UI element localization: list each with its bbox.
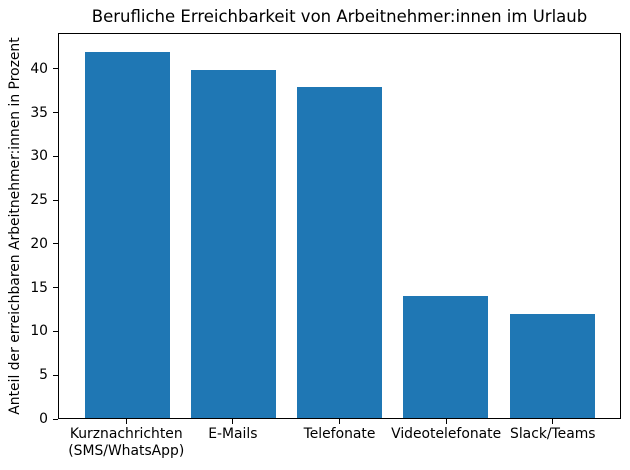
x-tick-mark bbox=[552, 419, 554, 424]
plot-area bbox=[58, 33, 621, 419]
bar bbox=[297, 87, 382, 418]
x-tick-label: Telefonate bbox=[303, 426, 376, 442]
bar bbox=[84, 52, 170, 418]
chart-title: Berufliche Erreichbarkeit von Arbeitnehm… bbox=[91, 7, 588, 26]
y-tick-mark bbox=[53, 287, 58, 289]
x-tick-label: Videotelefonate bbox=[391, 426, 502, 442]
y-tick-mark bbox=[53, 330, 58, 332]
x-tick-mark bbox=[125, 419, 127, 424]
x-tick-mark bbox=[445, 419, 447, 424]
y-tick-mark bbox=[53, 155, 58, 157]
x-tick-label: Kurznachrichten (SMS/WhatsApp) bbox=[68, 426, 185, 459]
y-tick-label: 25 bbox=[30, 192, 48, 209]
y-tick-label: 30 bbox=[30, 148, 48, 165]
y-tick-mark bbox=[53, 374, 58, 376]
x-tick-label: E-Mails bbox=[208, 426, 258, 442]
y-tick-label: 5 bbox=[39, 367, 48, 384]
y-axis-label: Anteil der erreichbaren Arbeitnehmer:inn… bbox=[7, 37, 23, 415]
bar bbox=[190, 69, 276, 418]
bar bbox=[403, 296, 489, 418]
x-tick-label: Slack/Teams bbox=[510, 426, 596, 442]
bar bbox=[509, 313, 595, 418]
y-tick-mark bbox=[53, 68, 58, 70]
y-tick-label: 10 bbox=[30, 323, 48, 340]
y-tick-label: 20 bbox=[30, 235, 48, 252]
y-tick-mark bbox=[53, 199, 58, 201]
y-tick-label: 40 bbox=[30, 60, 48, 77]
x-tick-mark bbox=[339, 419, 340, 424]
y-tick-mark bbox=[53, 112, 58, 114]
y-tick-label: 0 bbox=[39, 411, 48, 427]
y-tick-label: 15 bbox=[30, 279, 48, 296]
y-tick-label: 35 bbox=[30, 104, 48, 121]
y-tick-mark bbox=[53, 418, 58, 420]
y-tick-mark bbox=[53, 243, 58, 245]
x-tick-mark bbox=[232, 419, 234, 424]
